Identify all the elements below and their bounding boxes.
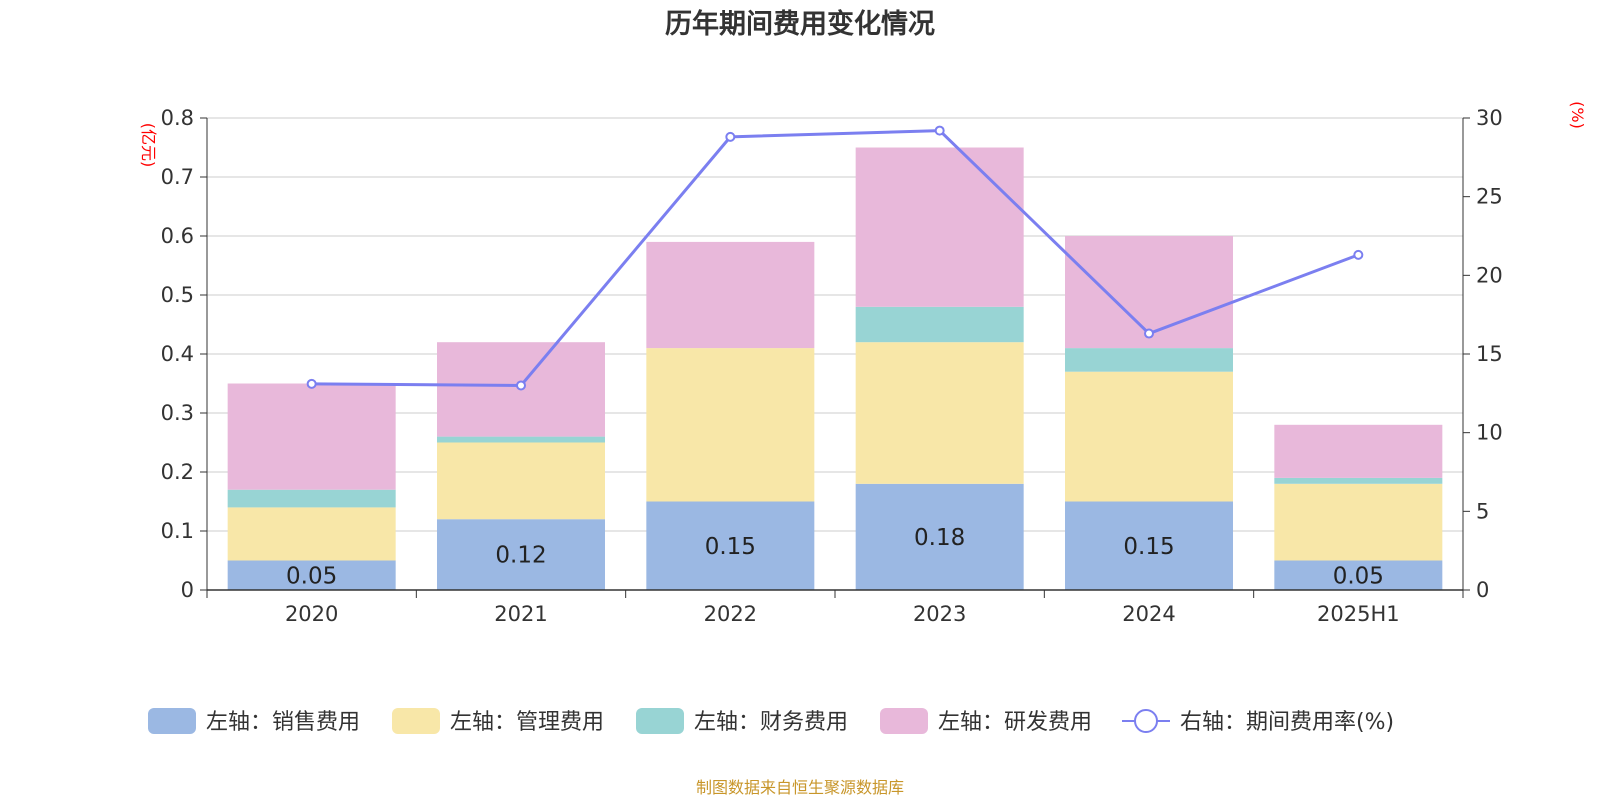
line-point (306, 378, 317, 389)
right-tick-label: 10 (1476, 421, 1503, 445)
right-axis-unit: (%) (1568, 101, 1587, 129)
legend-swatch (636, 708, 684, 734)
data-label: 0.18 (914, 525, 965, 551)
data-label: 0.12 (495, 543, 546, 569)
left-axis-unit: (亿元) (139, 123, 158, 168)
x-tick-label: 2023 (913, 602, 966, 626)
bar-segment (646, 501, 815, 590)
axes: 0 0.1 0.2 0.3 0.4 0.5 0.6 0.7 0.8 0 5 10 15 20 25 30 202… (161, 106, 1503, 626)
line-path (311, 129, 1359, 387)
x-tick-label: 2024 (1122, 602, 1175, 626)
right-tick-label: 5 (1476, 499, 1489, 523)
bar-segment (1274, 477, 1443, 484)
x-tick-label: 2020 (285, 602, 338, 626)
bar-segment (227, 507, 396, 561)
bar-segment (437, 442, 605, 520)
bar-segment (227, 489, 396, 508)
bars (227, 147, 1443, 590)
data-label: 0.15 (705, 534, 756, 560)
chart-title: 历年期间费用变化情况 (665, 8, 935, 40)
data-label: 0.15 (1123, 534, 1174, 560)
x-tick-label: 2022 (704, 602, 757, 626)
bar-segment (437, 436, 605, 443)
right-tick-label: 30 (1476, 106, 1503, 130)
x-tick-label: 2021 (494, 602, 547, 626)
left-tick-label: 0.1 (161, 519, 194, 543)
left-tick-label: 0.7 (161, 165, 194, 189)
data-label: 0.05 (286, 563, 337, 589)
legend-label: 左轴：研发费用 (938, 710, 1092, 735)
right-tick-label: 25 (1476, 185, 1503, 209)
left-tick-label: 0.4 (161, 342, 194, 366)
right-tick-label: 0 (1476, 578, 1489, 602)
gridlines (207, 117, 1463, 591)
legend-label: 左轴：销售费用 (206, 710, 360, 735)
left-tick-label: 0.3 (161, 401, 194, 425)
legend-label: 右轴：期间费用率(%) (1180, 710, 1394, 735)
x-tick-label: 2025H1 (1317, 602, 1400, 626)
bar-segment (646, 241, 815, 349)
line-point (516, 380, 526, 391)
line-series (306, 125, 1364, 391)
line-point (1353, 249, 1364, 260)
source-note: 制图数据来自恒生聚源数据库 (696, 778, 904, 797)
bar-segment (855, 342, 1024, 484)
bar-segment (1065, 348, 1233, 372)
bar-segment (855, 483, 1024, 590)
legend-swatch (148, 708, 196, 734)
bar-segment (1274, 560, 1443, 590)
bar-segment (437, 519, 605, 590)
left-tick-label: 0.6 (161, 224, 194, 248)
legend-label: 左轴：管理费用 (450, 710, 604, 735)
bar-segment (1065, 371, 1233, 502)
legend-swatch (880, 708, 928, 734)
left-tick-label: 0 (181, 578, 194, 602)
line-point (725, 131, 736, 142)
legend-label: 左轴：财务费用 (694, 710, 848, 735)
left-tick-label: 0.5 (161, 283, 194, 307)
line-point (934, 125, 945, 136)
data-label: 0.05 (1333, 563, 1384, 589)
bar-segment (1065, 501, 1233, 590)
left-tick-label: 0.8 (161, 106, 194, 130)
line-point (1144, 328, 1154, 339)
right-tick-label: 15 (1476, 342, 1503, 366)
bar-segment (1274, 483, 1443, 561)
legend-swatch (392, 708, 440, 734)
bar-segment (646, 348, 815, 502)
bar-segment (855, 147, 1024, 307)
legend-marker (1134, 709, 1158, 733)
left-tick-label: 0.2 (161, 460, 194, 484)
right-tick-label: 20 (1476, 263, 1503, 287)
bar-segment (227, 383, 396, 490)
bar-labels: 0.05 0.12 0.15 0.18 0.15 0.05 (286, 525, 1384, 589)
bar-segment (227, 560, 396, 590)
bar-segment (855, 306, 1024, 343)
bar-segment (1274, 424, 1443, 478)
legend: 左轴：销售费用 左轴：管理费用 左轴：财务费用 左轴：研发费用 右轴：期间费用率(%) (148, 708, 1394, 735)
